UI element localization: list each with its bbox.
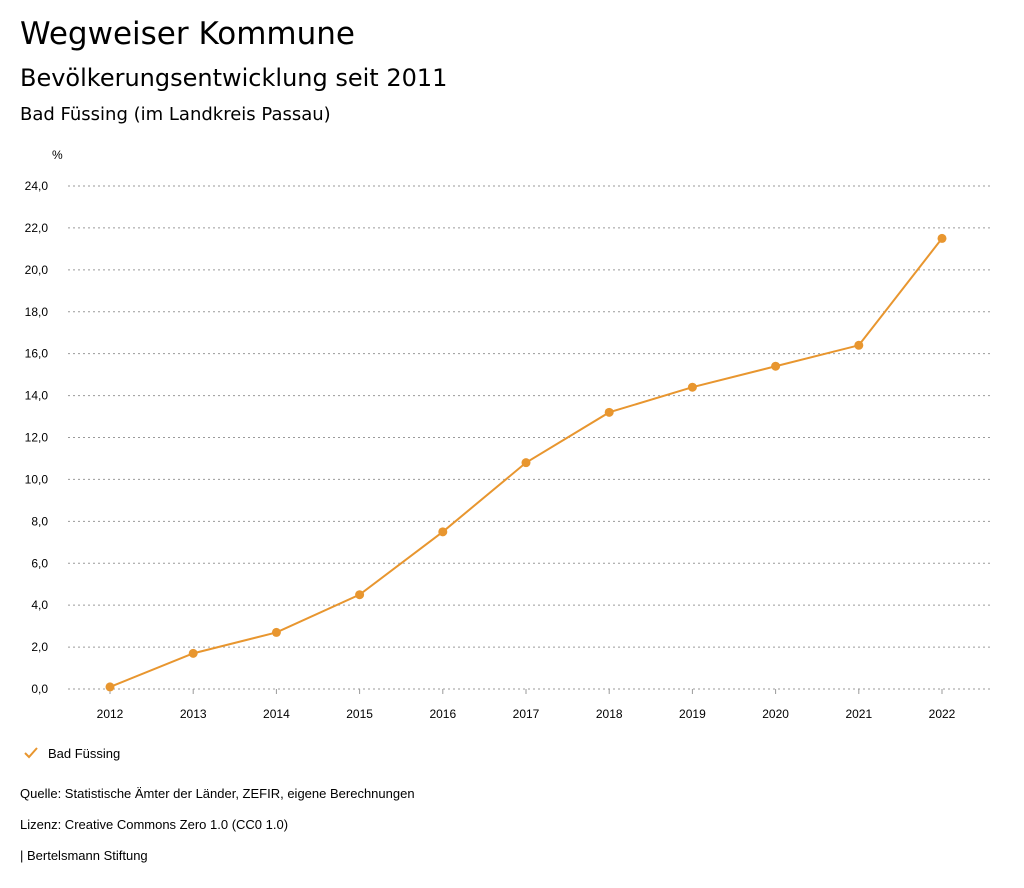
y-tick-label: 16,0 — [25, 347, 49, 361]
x-tick-label: 2021 — [845, 707, 872, 721]
x-tick-label: 2016 — [429, 707, 456, 721]
y-tick-label: 0,0 — [31, 682, 48, 696]
check-icon — [24, 747, 38, 759]
y-axis-ticks: 0,0 2,0 4,0 6,0 8,0 10,0 12,0 14,0 16,0 18,0 20,0 2… — [25, 179, 49, 696]
y-tick-label: 10,0 — [25, 472, 49, 486]
x-tick-label: 2018 — [596, 707, 623, 721]
x-tick-label: 2014 — [263, 707, 290, 721]
y-tick-label: 24,0 — [25, 179, 49, 193]
x-tick-label: 2017 — [513, 707, 540, 721]
x-tick-label: 2013 — [180, 707, 207, 721]
data-point[interactable] — [771, 361, 781, 371]
page-title: Wegweiser Kommune — [20, 16, 355, 52]
y-tick-label: 2,0 — [31, 640, 48, 654]
y-tick-label: 22,0 — [25, 221, 49, 235]
legend-item-bad-fuessing[interactable]: Bad Füssing — [22, 744, 120, 762]
grid-lines — [68, 185, 992, 690]
legend-label: Bad Füssing — [48, 745, 121, 761]
y-tick-label: 12,0 — [25, 431, 49, 445]
data-point[interactable] — [687, 382, 697, 392]
line-chart: % 0,0 2,0 4,0 6,0 8,0 10,0 12,0 14,0 16,0 18,0 20,… — [25, 148, 992, 721]
data-point[interactable] — [355, 590, 365, 600]
y-axis-unit-label: % — [52, 148, 63, 162]
data-point[interactable] — [937, 233, 947, 243]
region-label: Bad Füssing (im Landkreis Passau) — [20, 104, 331, 125]
data-point[interactable] — [438, 527, 448, 537]
x-axis-ticks: 2012 2013 2014 2015 2016 2017 2018 2019 2020 2021… — [97, 689, 956, 721]
data-point[interactable] — [271, 627, 281, 637]
series-group — [105, 233, 947, 692]
data-point[interactable] — [854, 340, 864, 350]
chart-subtitle: Bevölkerungsentwicklung seit 2011 — [20, 64, 448, 92]
publisher-note: | Bertelsmann Stiftung — [20, 848, 148, 863]
y-tick-label: 8,0 — [31, 514, 48, 528]
x-tick-label: 2022 — [929, 707, 956, 721]
y-tick-label: 6,0 — [31, 556, 48, 570]
x-tick-label: 2015 — [346, 707, 373, 721]
data-point[interactable] — [604, 407, 614, 417]
data-point[interactable] — [188, 648, 198, 658]
x-tick-label: 2020 — [762, 707, 789, 721]
x-tick-label: 2012 — [97, 707, 124, 721]
y-tick-label: 14,0 — [25, 389, 49, 403]
data-point[interactable] — [521, 458, 531, 468]
y-tick-label: 20,0 — [25, 263, 49, 277]
data-point[interactable] — [105, 682, 115, 692]
source-note: Quelle: Statistische Ämter der Länder, Z… — [20, 786, 415, 801]
x-tick-label: 2019 — [679, 707, 706, 721]
license-note: Lizenz: Creative Commons Zero 1.0 (CC0 1… — [20, 817, 289, 832]
y-tick-label: 4,0 — [31, 598, 48, 612]
y-tick-label: 18,0 — [25, 305, 49, 319]
